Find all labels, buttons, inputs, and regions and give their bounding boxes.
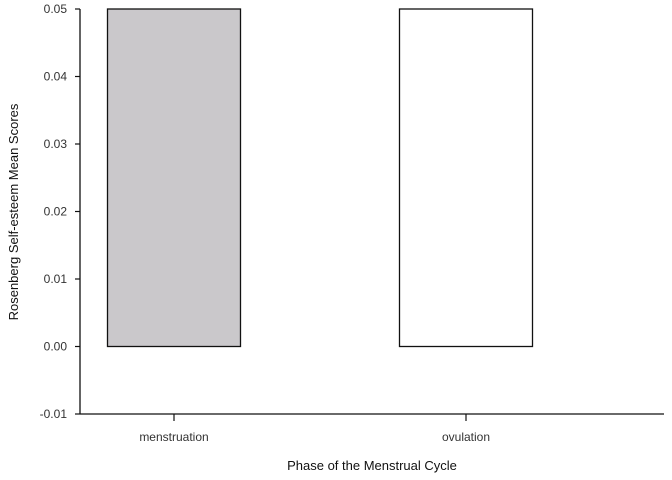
- y-axis: -0.01 0.00 0.01 0.02 0.03 0.04 0.05: [40, 2, 81, 421]
- x-axis: menstruation ovulation: [80, 413, 664, 444]
- x-tick-label: menstruation: [139, 430, 208, 444]
- y-tick-label: 0.01: [44, 272, 68, 286]
- bar-ovulation: [398, 8, 534, 348]
- y-axis-title: Rosenberg Self-esteem Mean Scores: [6, 103, 21, 320]
- y-tick-label: -0.01: [40, 407, 68, 421]
- y-tick-label: 0.03: [44, 137, 68, 151]
- y-tick-label: 0.04: [44, 70, 68, 84]
- y-tick-label: 0.02: [44, 205, 68, 219]
- x-axis-title: Phase of the Menstrual Cycle: [287, 458, 457, 473]
- bars-group: [106, 8, 534, 348]
- x-tick-label: ovulation: [442, 430, 490, 444]
- y-tick-label: 0.05: [44, 2, 68, 16]
- y-tick-label: 0.00: [44, 340, 68, 354]
- bar-menstruation: [106, 8, 242, 348]
